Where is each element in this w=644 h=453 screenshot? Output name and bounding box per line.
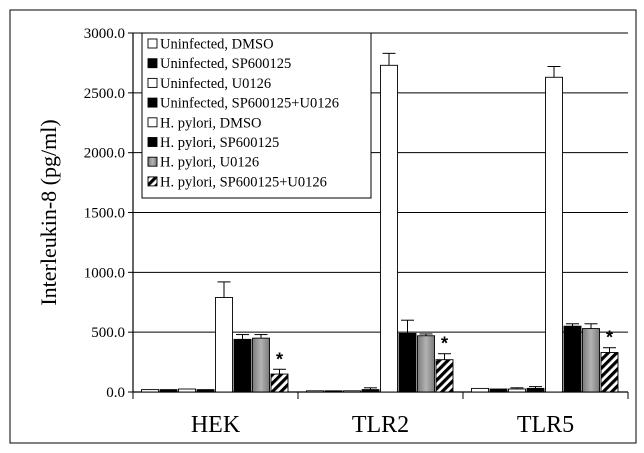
legend-swatch	[148, 118, 157, 127]
bar	[216, 297, 233, 392]
y-axis-ticks: 0.0 500.0 1000.0 1500.0 2000.0 2500.0 3000.0	[84, 26, 133, 401]
bar	[418, 336, 435, 392]
bar	[325, 391, 342, 392]
bar	[399, 333, 416, 392]
legend-swatch	[148, 59, 157, 68]
legend-swatch	[148, 177, 157, 186]
bar	[436, 360, 453, 392]
y-axis-title: Interleukin-8 (pg/ml)	[36, 119, 61, 305]
bar	[472, 388, 489, 392]
y-tick-label: 500.0	[91, 325, 125, 341]
legend-entry-label: H. pylori, SP600125+U0126	[160, 174, 327, 190]
bar	[234, 339, 251, 392]
legend-entry-label: Uninfected, SP600125	[160, 56, 291, 72]
bar	[381, 65, 398, 392]
legend-swatch	[148, 98, 157, 107]
x-category-label: TLR2	[352, 412, 409, 438]
legend-entry-label: H. pylori, U0126	[160, 155, 259, 171]
x-axis-labels: HEK TLR2 TLR5	[191, 412, 574, 438]
legend-swatch	[148, 157, 157, 166]
y-tick-label: 0.0	[106, 385, 125, 401]
bar	[546, 77, 563, 392]
bar	[527, 388, 544, 392]
legend: Uninfected, DMSO Uninfected, SP600125 Unin…	[142, 33, 371, 198]
y-tick-label: 2500.0	[84, 86, 125, 102]
significance-asterisk: *	[276, 349, 283, 369]
x-category-label: TLR5	[517, 412, 574, 438]
bar	[197, 390, 214, 392]
bar	[490, 389, 507, 392]
legend-swatch	[148, 39, 157, 48]
y-tick-label: 1500.0	[84, 206, 125, 222]
y-tick-label: 2000.0	[84, 146, 125, 162]
bar	[344, 391, 361, 392]
significance-asterisk: *	[441, 334, 448, 354]
bar	[160, 390, 177, 392]
x-category-label: HEK	[191, 412, 241, 438]
legend-entry-label: H. pylori, SP600125	[160, 135, 279, 151]
bar	[253, 338, 270, 392]
y-tick-label: 3000.0	[84, 26, 125, 42]
legend-entry-label: Uninfected, U0126	[160, 76, 271, 92]
bar	[509, 389, 526, 392]
y-tick-label: 1000.0	[84, 265, 125, 281]
legend-entry-label: Uninfected, DMSO	[160, 37, 274, 53]
legend-swatch	[148, 138, 157, 147]
legend-swatch	[148, 78, 157, 87]
legend-entry-label: H. pylori, DMSO	[160, 115, 262, 131]
significance-asterisk: *	[606, 328, 613, 348]
bar	[601, 353, 618, 392]
bar	[179, 389, 196, 392]
bar	[362, 390, 379, 392]
legend-entry-label: Uninfected, SP600125+U0126	[160, 96, 339, 112]
bar	[271, 374, 288, 392]
bar	[583, 329, 600, 392]
bar	[307, 391, 324, 392]
bar	[564, 326, 581, 392]
bar	[142, 390, 159, 392]
